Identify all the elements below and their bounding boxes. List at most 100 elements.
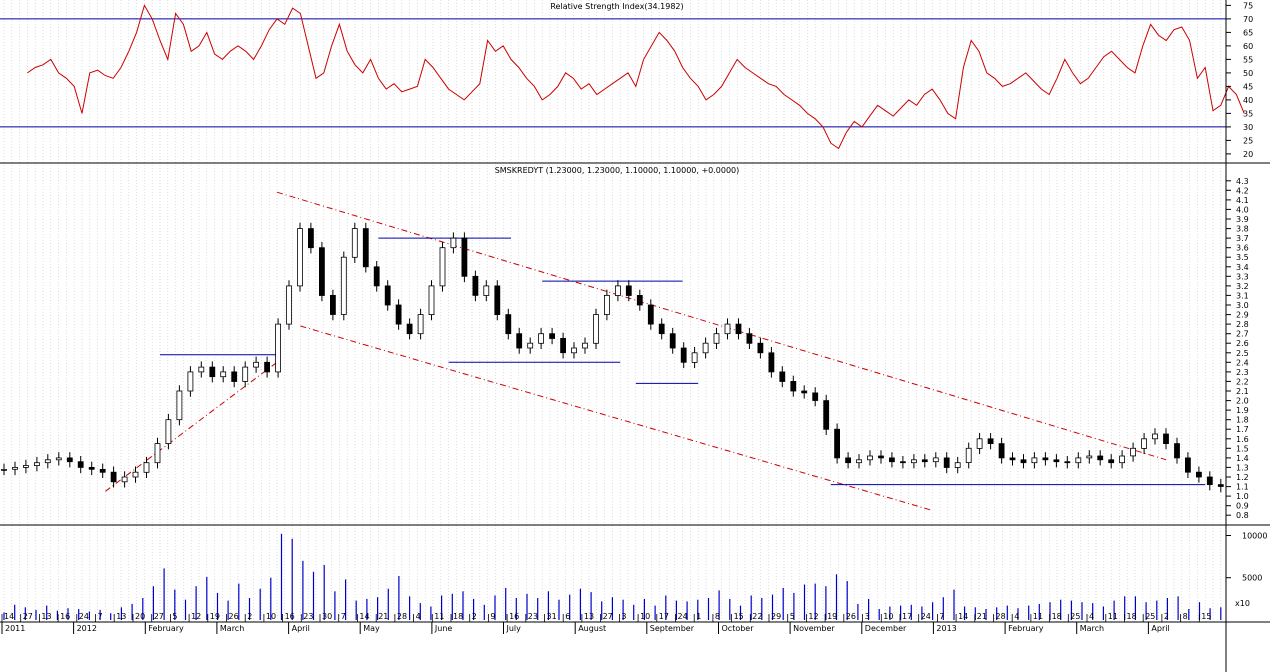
candle-body	[801, 390, 808, 394]
candle-body	[220, 371, 227, 378]
rsi-tick-label: 45	[1243, 82, 1253, 91]
day-tick-label: 10	[883, 612, 893, 621]
day-tick-label: 24	[921, 612, 931, 621]
candle-body	[450, 237, 457, 249]
day-tick-label: 2	[1164, 612, 1169, 621]
rsi-tick-label: 65	[1243, 28, 1253, 37]
candle-body	[856, 459, 862, 464]
candle-body	[1097, 455, 1104, 461]
candle-body	[1130, 447, 1136, 457]
day-tick-label: 11	[1033, 612, 1043, 621]
day-tick-label: 27	[603, 612, 613, 621]
price-tick-label: 2.6	[1236, 339, 1249, 348]
candle-body	[911, 459, 917, 464]
candle-body	[538, 333, 544, 344]
candle-body	[669, 333, 676, 349]
day-tick-label: 8	[1183, 612, 1188, 621]
candle-body	[1185, 457, 1191, 473]
candle-body	[889, 457, 895, 463]
day-tick-label: 24	[678, 612, 688, 621]
candle-body	[746, 333, 753, 344]
candle-body	[1086, 455, 1093, 459]
candle-body	[505, 314, 512, 335]
candle-body	[264, 361, 271, 373]
candle-body	[921, 459, 928, 463]
rsi-tick-label: 50	[1243, 69, 1253, 78]
month-tick-label: August	[578, 624, 606, 633]
volume-tick-label: 10000	[1242, 532, 1267, 541]
candle-body	[461, 237, 468, 277]
candle-body	[976, 438, 983, 449]
candle-body	[615, 285, 621, 296]
day-tick-label: 5	[790, 612, 795, 621]
day-tick-label: 26	[229, 612, 239, 621]
price-tick-label: 0.8	[1236, 511, 1249, 520]
day-tick-label: 16	[285, 612, 295, 621]
day-tick-label: 22	[752, 612, 762, 621]
price-tick-label: 4.2	[1236, 186, 1249, 195]
candle-body	[110, 471, 117, 483]
rsi-tick-label: 30	[1243, 123, 1253, 132]
candle-body	[77, 461, 84, 468]
day-tick-label: 28	[397, 612, 407, 621]
rsi-tick-label: 20	[1243, 150, 1253, 159]
candle-body	[275, 323, 282, 373]
day-tick-label: 27	[154, 612, 164, 621]
day-tick-label: 18	[1052, 612, 1062, 621]
candle-body	[625, 285, 632, 296]
day-tick-label: 19	[210, 612, 220, 621]
day-tick-label: 29	[771, 612, 781, 621]
price-tick-label: 1.9	[1236, 406, 1249, 415]
candle-body	[44, 459, 51, 464]
price-tick-label: 1.5	[1236, 444, 1249, 453]
month-tick-label: 2011	[5, 624, 25, 633]
day-tick-label: 7	[98, 612, 103, 621]
price-tick-label: 3.0	[1236, 301, 1249, 310]
day-tick-label: 3	[621, 612, 626, 621]
candle-body	[757, 342, 764, 354]
price-tick-label: 1.2	[1236, 473, 1249, 482]
day-tick-label: 23	[303, 612, 313, 621]
candle-body	[636, 294, 643, 306]
price-tick-label: 3.9	[1236, 215, 1249, 224]
price-tick-label: 3.2	[1236, 282, 1249, 291]
price-tick-label: 2.1	[1236, 387, 1249, 396]
day-tick-label: 10	[640, 612, 650, 621]
trendline	[105, 361, 278, 492]
month-tick-label: October	[722, 624, 755, 633]
candle-body	[12, 466, 18, 470]
price-title: SMSKREDYT (1.23000, 1.23000, 1.10000, 1.…	[495, 166, 740, 175]
candle-body	[417, 314, 424, 335]
candle-body	[373, 266, 380, 287]
candle-body	[384, 285, 391, 306]
candle-body	[351, 228, 358, 258]
candle-body	[658, 323, 665, 335]
candle-body	[823, 400, 830, 430]
price-tick-label: 0.9	[1236, 502, 1249, 511]
price-tick-label: 2.7	[1236, 330, 1249, 339]
candle-body	[1119, 455, 1125, 464]
day-tick-label: 14	[958, 612, 968, 621]
candle-body	[1064, 461, 1071, 464]
candle-body	[143, 462, 150, 473]
candle-body	[1075, 457, 1082, 464]
price-tick-label: 3.3	[1236, 272, 1249, 281]
day-tick-label: 15	[734, 612, 744, 621]
candle-body	[582, 342, 588, 349]
month-tick-label: April	[1151, 624, 1169, 633]
candle-body	[1174, 443, 1180, 459]
day-tick-label: 4	[1089, 612, 1094, 621]
price-tick-label: 1.8	[1236, 416, 1249, 425]
candle-body	[242, 366, 249, 382]
candle-body	[1108, 459, 1115, 464]
volume-tick-label: 5000	[1242, 574, 1262, 583]
candle-body	[1020, 459, 1027, 464]
candle-body	[318, 247, 325, 296]
candle-body	[900, 461, 906, 464]
candle-body	[1009, 457, 1016, 461]
candle-body	[998, 443, 1005, 459]
candle-body	[231, 371, 238, 382]
day-tick-label: 4	[1014, 612, 1019, 621]
price-tick-label: 1.3	[1236, 463, 1249, 472]
day-tick-label: 3	[865, 612, 870, 621]
